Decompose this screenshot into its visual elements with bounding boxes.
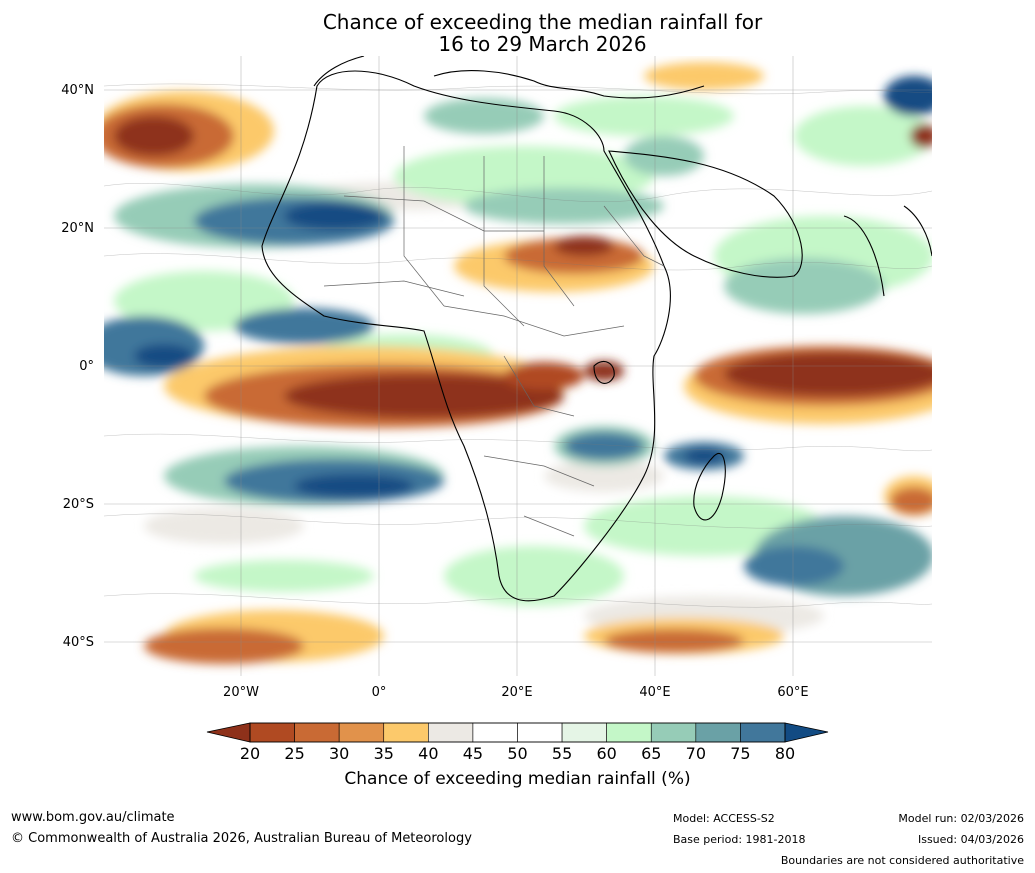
rainfall-probability-map: [104, 56, 932, 676]
lon-label-20e: 20°E: [501, 685, 533, 700]
model-run-date: Model run: 02/03/2026: [898, 812, 1024, 825]
lon-label-60e: 60°E: [777, 685, 809, 700]
contour-lines: [104, 83, 932, 608]
colorbar-frame: [249, 722, 786, 743]
lat-label-0: 0°: [79, 359, 94, 374]
colorbar-tick-label: 35: [373, 744, 394, 763]
model-name: Model: ACCESS-S2: [673, 812, 775, 825]
colorbar-tick-label: 50: [507, 744, 528, 763]
probability-fields: [104, 62, 932, 664]
colorbar-high-arrow: [784, 722, 829, 743]
lon-label-20w: 20°W: [223, 685, 259, 700]
arabia-coastline: [608, 150, 803, 278]
coastlines: [261, 56, 932, 602]
india-coastline: [843, 205, 932, 297]
colorbar-cell: [740, 722, 786, 743]
colorbar-low-arrow: [206, 722, 251, 743]
colorbar-cell: [338, 722, 385, 743]
europe-coastline: [313, 56, 705, 99]
colorbar-cell: [695, 722, 741, 743]
base-period: Base period: 1981-2018: [673, 833, 806, 846]
gridlines: [104, 56, 932, 676]
colorbar-cell: [561, 722, 607, 743]
lat-label-20n: 20°N: [61, 221, 94, 236]
colorbar-label: Chance of exceeding median rainfall (%): [344, 769, 691, 789]
colorbar-tick-label: 20: [239, 744, 261, 763]
lon-label-0: 0°: [371, 685, 387, 700]
lat-label-40s: 40°S: [62, 635, 94, 650]
map-title-line-2: 16 to 29 March 2026: [438, 32, 647, 56]
colorbar-cell: [428, 722, 474, 743]
lat-label-40n: 40°N: [61, 83, 94, 98]
colorbar-cell: [249, 722, 295, 743]
country-borders: [323, 146, 665, 537]
copyright-text: © Commonwealth of Australia 2026, Austra…: [11, 831, 472, 846]
colorbar-cell: [472, 722, 518, 743]
issued-date: Issued: 04/03/2026: [917, 833, 1024, 846]
colorbar-tick-label: 65: [641, 744, 662, 763]
madagascar-coastline: [693, 453, 726, 521]
africa-coastline: [261, 70, 671, 602]
website-link[interactable]: www.bom.gov.au/climate: [11, 810, 175, 825]
colorbar-cell: [606, 722, 652, 743]
colorbar-cell: [383, 722, 429, 743]
colorbar-tick-label: 25: [284, 744, 305, 763]
colorbar-tick-label: 55: [551, 744, 573, 763]
map-canvas: [104, 56, 932, 676]
colorbar-cell: [517, 722, 563, 743]
colorbar-tick-label: 40: [418, 744, 439, 763]
colorbar-tick-label: 75: [730, 744, 751, 763]
map-title-line-1: Chance of exceeding the median rainfall …: [322, 10, 763, 34]
lake-victoria: [593, 361, 615, 384]
lon-label-40e: 40°E: [639, 685, 671, 700]
colorbar-cell: [650, 722, 697, 743]
colorbar-tick-label: 80: [774, 744, 796, 763]
colorbar-cell: [294, 722, 340, 743]
colorbar-tick-label: 45: [462, 744, 484, 763]
lat-label-20s: 20°S: [62, 497, 94, 512]
boundaries-disclaimer: Boundaries are not considered authoritat…: [780, 854, 1024, 867]
colorbar-tick-label: 60: [596, 744, 617, 763]
colorbar-tick-label: 30: [328, 744, 350, 763]
colorbar-tick-label: 70: [685, 744, 706, 763]
